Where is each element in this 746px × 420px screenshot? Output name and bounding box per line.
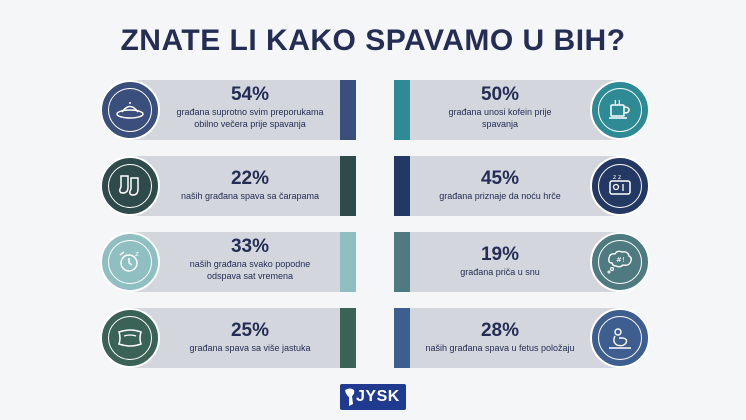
accent-cap xyxy=(340,308,356,368)
socks-icon xyxy=(119,175,139,196)
dinner-plate-icon xyxy=(116,102,144,119)
stat-card-nap: z 33% naših građana svako popodne odspav… xyxy=(100,232,356,292)
pillow-icon xyxy=(118,329,142,347)
stat-card-socks: 22% naših građana spava sa čarapama xyxy=(100,156,356,216)
stat-description-2: obilno večera prije spavanja xyxy=(194,119,306,129)
stat-percent: 45% xyxy=(480,168,520,189)
logo-text: JYSK xyxy=(356,388,400,405)
stat-description: građana priznaje da noću hrče xyxy=(439,191,561,201)
jysk-logo: JYSK xyxy=(340,384,406,410)
icon-circle xyxy=(100,308,160,368)
stat-percent: 19% xyxy=(480,244,520,265)
stat-description: građana priča u snu xyxy=(460,267,540,277)
stat-description: građana unosi kofein prije xyxy=(448,107,552,117)
stat-description-2: odspava sat vremena xyxy=(206,271,294,281)
icon-circle: z xyxy=(100,232,160,292)
stat-card-coffee: 50% građana unosi kofein prije spavanja xyxy=(394,80,650,140)
icon-circle: z z xyxy=(590,156,650,216)
svg-text:#!: #! xyxy=(616,256,625,264)
accent-cap xyxy=(394,308,410,368)
stat-card-fetal-position: 28% naših građana spava u fetus položaju xyxy=(394,308,650,368)
accent-cap xyxy=(394,156,410,216)
accent-cap xyxy=(394,232,410,292)
stat-description: naših građana spava u fetus položaju xyxy=(425,343,575,353)
svg-text:z z: z z xyxy=(613,174,621,181)
stat-card-sleep-talking: #! 19% građana priča u snu xyxy=(394,232,650,292)
stat-card-dinner: 54% građana suprotno svim preporukama ob… xyxy=(100,80,356,140)
stat-description: građana suprotno svim preporukama xyxy=(176,107,324,117)
snoring-icon: z z xyxy=(609,174,631,195)
stat-description: građana spava sa više jastuka xyxy=(189,343,311,353)
icon-circle xyxy=(590,308,650,368)
accent-cap xyxy=(340,232,356,292)
accent-cap xyxy=(340,156,356,216)
icon-circle: #! xyxy=(590,232,650,292)
icon-circle xyxy=(590,80,650,140)
page-title: ZNATE LI KAKO SPAVAMO U BIH? xyxy=(120,24,626,57)
stat-percent: 25% xyxy=(230,320,270,341)
jysk-bird-icon xyxy=(345,388,355,406)
icon-circle xyxy=(100,80,160,140)
accent-cap xyxy=(340,80,356,140)
accent-cap xyxy=(394,80,410,140)
stat-card-pillows: 25% građana spava sa više jastuka xyxy=(100,308,356,368)
stat-card-snoring: z z 45% građana priznaje da noću hrče xyxy=(394,156,650,216)
stat-percent: 22% xyxy=(230,168,270,189)
fetal-position-icon xyxy=(609,328,631,349)
speech-bubble-icon: #! xyxy=(607,250,632,274)
alarm-clock-icon: z xyxy=(119,250,139,272)
svg-text:z: z xyxy=(135,250,139,258)
stat-description: naših građana svako popodne xyxy=(189,259,311,269)
stat-percent: 28% xyxy=(480,320,520,341)
coffee-cup-icon xyxy=(609,99,630,119)
stat-percent: 54% xyxy=(230,84,270,105)
icon-circle xyxy=(100,156,160,216)
stat-description-2: spavanja xyxy=(481,119,519,129)
stat-percent: 50% xyxy=(480,84,520,105)
stat-description: naših građana spava sa čarapama xyxy=(180,191,320,201)
stat-percent: 33% xyxy=(230,236,270,257)
